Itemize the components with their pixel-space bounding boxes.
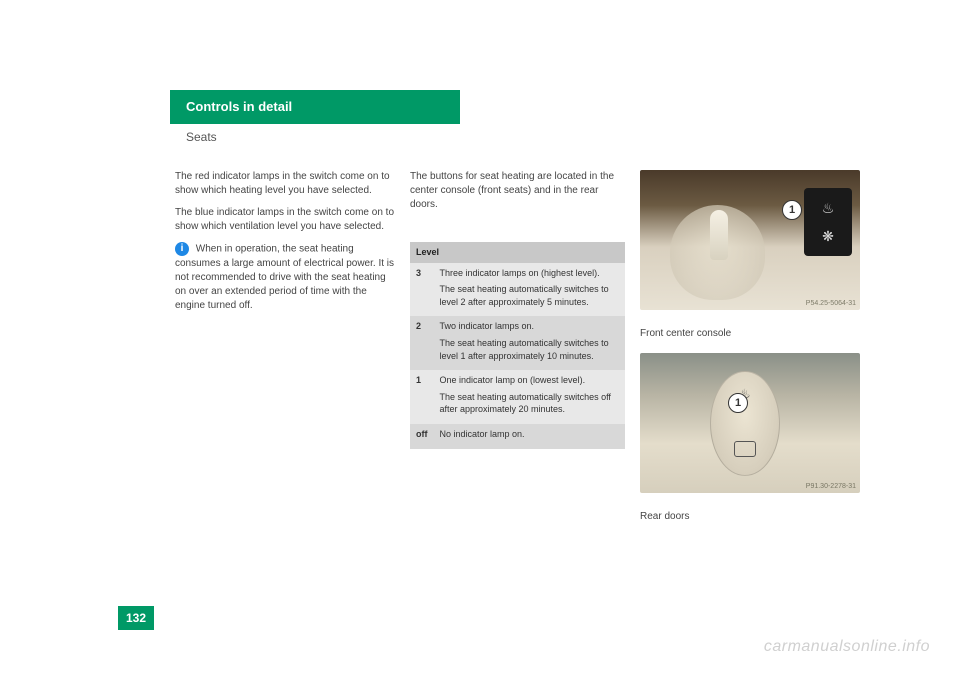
table-row: 1 One indicator lamp on (lowest level). … — [410, 370, 625, 424]
info-icon: i — [175, 242, 189, 256]
level-cell: 1 — [410, 370, 434, 424]
gear-knob — [710, 210, 728, 260]
table-header-row: Level — [410, 242, 625, 263]
figure-callout: 1 — [728, 393, 748, 413]
desc-cell: No indicator lamp on. — [434, 424, 626, 449]
page-number: 132 — [118, 606, 154, 630]
figure-caption: Rear doors — [640, 511, 860, 522]
door-control-oval: ♨ — [710, 371, 780, 476]
paragraph: The blue indicator lamps in the switch c… — [175, 206, 395, 234]
info-text: When in operation, the seat heating cons… — [175, 244, 394, 311]
seat-vent-icon: ❋ — [822, 229, 834, 243]
level-cell: 3 — [410, 263, 434, 317]
column-1: The red indicator lamps in the switch co… — [175, 170, 395, 321]
desc-line: The seat heating automatically switches … — [440, 391, 620, 416]
desc-line: Three indicator lamps on (highest level)… — [440, 267, 620, 280]
desc-line: The seat heating automatically switches … — [440, 337, 620, 362]
figure-rear-door: ♨ 1 P91.30-2278-31 — [640, 353, 860, 493]
subsection-title: Seats — [186, 130, 217, 144]
level-cell: 2 — [410, 316, 434, 370]
column-2: The buttons for seat heating are located… — [410, 170, 625, 449]
table-row: 3 Three indicator lamps on (highest leve… — [410, 263, 625, 317]
table-header: Level — [410, 242, 625, 263]
seat-heat-icon: ♨ — [822, 201, 835, 215]
figure-front-console: ♨ ❋ 1 P54.25-5064-31 — [640, 170, 860, 310]
desc-cell: One indicator lamp on (lowest level). Th… — [434, 370, 626, 424]
desc-line: Two indicator lamps on. — [440, 320, 620, 333]
desc-line: One indicator lamp on (lowest level). — [440, 374, 620, 387]
paragraph: The red indicator lamps in the switch co… — [175, 170, 395, 198]
column-3: ♨ ❋ 1 P54.25-5064-31 Front center consol… — [640, 170, 860, 522]
figure-id: P91.30-2278-31 — [806, 483, 856, 490]
levels-table: Level 3 Three indicator lamps on (highes… — [410, 242, 625, 449]
desc-line: The seat heating automatically switches … — [440, 283, 620, 308]
table-row: off No indicator lamp on. — [410, 424, 625, 449]
switch-panel: ♨ ❋ — [804, 188, 852, 256]
section-title: Controls in detail — [186, 99, 292, 114]
section-header: Controls in detail — [170, 90, 460, 124]
site-watermark: carmanualsonline.info — [764, 638, 930, 656]
desc-cell: Two indicator lamps on. The seat heating… — [434, 316, 626, 370]
figure-callout: 1 — [782, 200, 802, 220]
figure-id: P54.25-5064-31 — [806, 300, 856, 307]
desc-cell: Three indicator lamps on (highest level)… — [434, 263, 626, 317]
window-button-icon — [734, 441, 756, 457]
figure-caption: Front center console — [640, 328, 860, 339]
desc-line: No indicator lamp on. — [440, 428, 620, 441]
level-cell: off — [410, 424, 434, 449]
info-note: i When in operation, the seat heating co… — [175, 242, 395, 313]
table-row: 2 Two indicator lamps on. The seat heati… — [410, 316, 625, 370]
paragraph: The buttons for seat heating are located… — [410, 170, 625, 212]
